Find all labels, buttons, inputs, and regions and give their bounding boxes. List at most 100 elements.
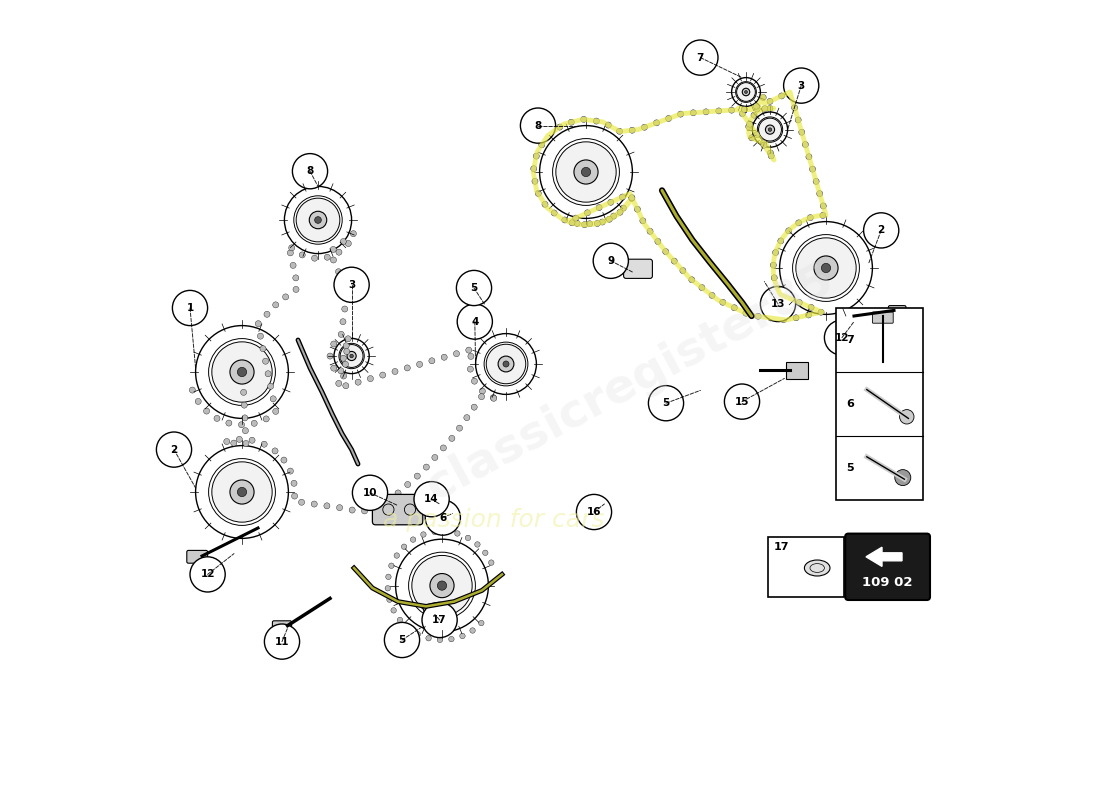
Circle shape [666, 115, 672, 122]
Circle shape [212, 462, 272, 522]
Circle shape [754, 132, 760, 138]
Circle shape [464, 414, 470, 421]
Circle shape [737, 82, 756, 102]
Text: 13: 13 [771, 299, 785, 309]
Circle shape [385, 498, 392, 504]
Circle shape [415, 473, 420, 479]
Text: 2: 2 [170, 445, 177, 454]
Circle shape [864, 213, 899, 248]
Circle shape [806, 154, 812, 160]
Circle shape [350, 354, 353, 358]
Circle shape [343, 382, 349, 389]
Circle shape [336, 249, 342, 255]
Circle shape [283, 294, 288, 300]
Circle shape [440, 445, 447, 451]
Circle shape [386, 574, 392, 579]
Circle shape [388, 563, 394, 569]
Circle shape [821, 203, 826, 209]
Circle shape [293, 154, 328, 189]
Circle shape [406, 626, 410, 630]
Circle shape [760, 94, 767, 101]
Circle shape [586, 221, 593, 227]
Circle shape [766, 125, 774, 134]
Circle shape [239, 422, 244, 428]
Circle shape [539, 142, 544, 148]
Circle shape [267, 383, 274, 390]
Circle shape [394, 553, 399, 558]
Text: 9: 9 [607, 256, 615, 266]
Circle shape [629, 194, 635, 201]
Circle shape [226, 420, 232, 426]
Circle shape [405, 365, 410, 371]
Text: 14: 14 [425, 494, 439, 504]
Ellipse shape [804, 560, 830, 576]
Circle shape [754, 103, 759, 109]
Circle shape [767, 106, 773, 111]
Circle shape [610, 213, 617, 219]
Circle shape [760, 140, 767, 146]
Circle shape [581, 116, 586, 122]
Circle shape [802, 142, 808, 147]
Circle shape [648, 386, 683, 421]
Circle shape [569, 220, 575, 226]
Circle shape [264, 624, 299, 659]
Circle shape [488, 560, 494, 566]
Circle shape [362, 508, 367, 514]
Circle shape [755, 106, 760, 112]
Circle shape [778, 238, 784, 244]
Circle shape [781, 317, 786, 322]
Circle shape [534, 153, 539, 159]
Circle shape [287, 468, 294, 474]
FancyBboxPatch shape [624, 259, 652, 278]
Circle shape [582, 167, 591, 177]
Circle shape [822, 263, 830, 273]
Circle shape [742, 88, 750, 96]
Circle shape [620, 205, 626, 211]
Circle shape [330, 257, 337, 263]
Circle shape [520, 108, 556, 143]
Circle shape [653, 120, 660, 126]
Circle shape [747, 121, 752, 127]
Circle shape [432, 529, 438, 534]
Circle shape [195, 398, 201, 405]
Circle shape [334, 267, 370, 302]
FancyBboxPatch shape [889, 306, 906, 317]
Circle shape [438, 581, 447, 590]
Circle shape [762, 106, 768, 112]
Circle shape [635, 206, 640, 212]
Circle shape [683, 40, 718, 75]
Text: 8: 8 [535, 121, 541, 130]
Text: 1: 1 [186, 303, 194, 313]
Circle shape [771, 274, 778, 281]
Circle shape [725, 384, 760, 419]
Circle shape [330, 246, 337, 253]
Circle shape [352, 475, 387, 510]
Circle shape [272, 448, 278, 454]
Circle shape [593, 243, 628, 278]
Circle shape [280, 457, 287, 463]
Circle shape [315, 217, 321, 223]
Circle shape [820, 212, 826, 218]
FancyBboxPatch shape [786, 362, 808, 379]
Circle shape [340, 318, 346, 325]
Circle shape [392, 369, 398, 374]
Circle shape [367, 375, 374, 382]
Circle shape [662, 249, 669, 254]
Circle shape [619, 194, 626, 200]
Circle shape [547, 131, 552, 138]
FancyBboxPatch shape [872, 312, 893, 323]
Text: 5: 5 [398, 635, 406, 645]
Circle shape [742, 310, 749, 316]
Circle shape [768, 153, 774, 159]
Circle shape [629, 195, 635, 202]
Circle shape [257, 333, 264, 339]
Circle shape [749, 135, 755, 141]
Circle shape [340, 345, 363, 367]
Circle shape [542, 202, 548, 207]
Circle shape [336, 380, 342, 386]
Circle shape [273, 302, 278, 308]
Circle shape [346, 351, 356, 361]
Circle shape [214, 415, 220, 422]
Circle shape [426, 635, 431, 641]
Text: 5: 5 [846, 463, 854, 473]
